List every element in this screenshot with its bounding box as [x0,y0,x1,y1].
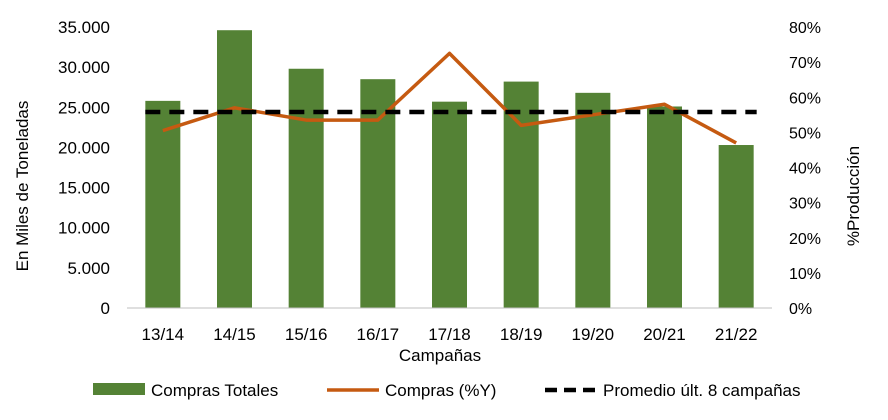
y2-tick-label: 40% [789,161,821,178]
bar-15-16 [288,68,324,309]
y-tick-label: 20.000 [58,138,110,157]
y-tick-label: 30.000 [58,58,110,77]
legend-label: Promedio últ. 8 campañas [603,381,801,400]
x-tick-label: 18/19 [500,325,543,344]
y2-tick-label: 50% [789,125,821,142]
bar-20-21 [647,106,682,309]
y2-tick-label: 30% [789,196,821,213]
y-tick-label: 25.000 [58,98,110,117]
y-tick-label: 35.000 [58,18,110,37]
x-tick-label: 19/20 [572,325,615,344]
y-tick-label: 5.000 [67,259,110,278]
x-tick-label: 20/21 [643,325,686,344]
y2-tick-label: 60% [789,90,821,107]
y2-tick-label: 20% [789,231,821,248]
y2-tick-label: 0% [789,301,812,318]
legend-label: Compras Totales [151,381,278,400]
bars-group [145,30,754,309]
lines-group [145,51,757,145]
y-tick-label: 0 [101,299,110,318]
y2-tick-label: 70% [789,55,821,72]
y-axis-title: En Miles de Toneladas [13,101,32,272]
bar-21-22 [718,145,754,308]
x-tick-label: 15/16 [285,325,328,344]
y2-tick-label: 80% [789,20,821,37]
bar-14-15 [217,30,252,309]
y2-axis-title: %Producción [844,146,863,246]
legend: Compras Totales Compras (%Y) Promedio últ.… [93,381,801,400]
y-axis-ticks: 0 5.000 10.000 15.000 20.000 25.000 30.000 35.0… [58,18,110,318]
y2-tick-label: 10% [789,266,821,283]
legend-label: Compras (%Y) [385,381,496,400]
bar-13-14 [145,100,181,308]
x-tick-label: 13/14 [142,325,185,344]
x-tick-label: 16/17 [357,325,400,344]
bar-16-17 [360,79,396,308]
y2-axis-ticks: 0% 10% 20% 30% 40% 50% 60% 70% 80% [789,20,821,318]
bar-17-18 [432,101,467,308]
x-tick-label: 14/15 [213,325,256,344]
x-axis-ticks: 13/14 14/15 15/16 16/17 17/18 18/19 19/20 20/21… [142,325,758,344]
compras-pct-line [162,51,737,145]
bar-19-20 [575,92,611,308]
bar-18-19 [503,81,539,308]
x-axis-title: Campañas [399,346,481,365]
x-tick-label: 21/22 [715,325,758,344]
y-tick-label: 15.000 [58,179,110,198]
y-tick-label: 10.000 [58,219,110,238]
legend-swatch-bar [93,383,145,395]
x-tick-label: 17/18 [428,325,471,344]
